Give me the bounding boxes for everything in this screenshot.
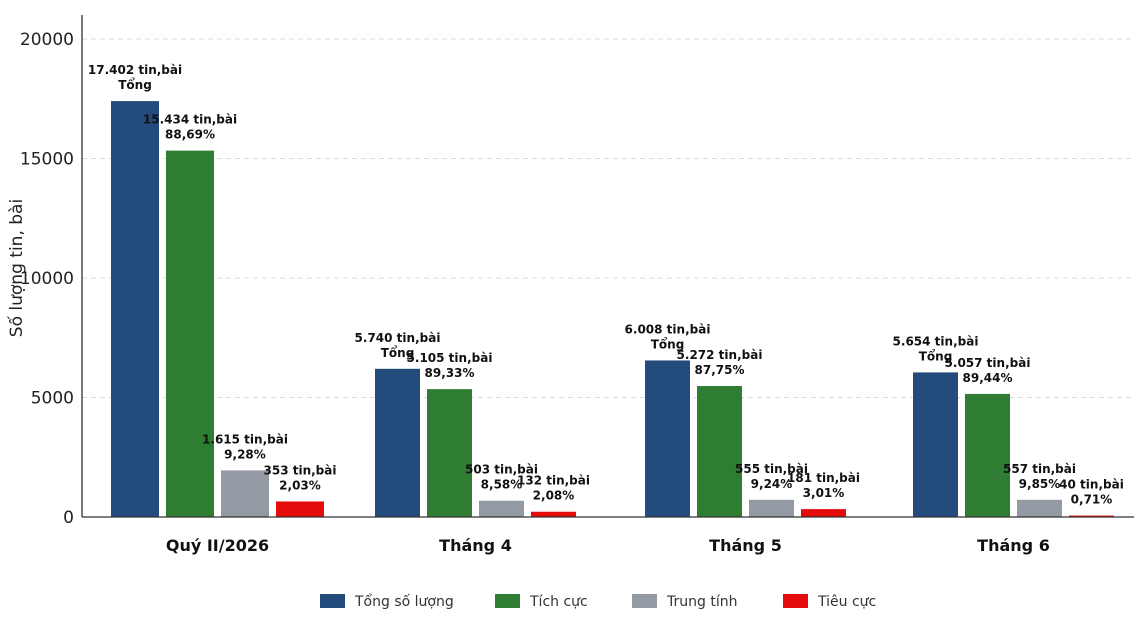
data-label: 9,85% — [1019, 477, 1061, 491]
legend-swatch — [320, 594, 345, 608]
data-label: 15.434 tin,bài — [143, 113, 237, 127]
data-label: 353 tin,bài — [264, 463, 337, 477]
data-label: 17.402 tin,bài — [88, 63, 182, 77]
bar-2-3 — [801, 509, 846, 517]
category-label: Tháng 6 — [977, 536, 1050, 555]
data-label: 89,33% — [425, 366, 475, 380]
data-label: 87,75% — [695, 363, 745, 377]
legend-swatch — [495, 594, 520, 608]
legend-label: Trung tính — [666, 594, 737, 610]
category-label: Tháng 5 — [709, 536, 782, 555]
bar-0-1 — [166, 150, 214, 517]
data-label: 181 tin,bài — [787, 471, 860, 485]
bar-3-0 — [913, 372, 958, 517]
y-tick-label: 15000 — [20, 150, 74, 170]
bar-0-2 — [221, 470, 269, 517]
data-label: 1.615 tin,bài — [202, 432, 288, 446]
category-label: Tháng 4 — [439, 536, 512, 555]
data-label: Tổng — [118, 77, 152, 92]
data-label: 88,69% — [165, 128, 215, 142]
data-label: 8,58% — [481, 478, 523, 492]
bar-3-3 — [1069, 515, 1114, 517]
legend-item: Tích cực — [495, 594, 588, 610]
data-label: 2,08% — [533, 489, 575, 503]
data-label: 9,24% — [751, 477, 793, 491]
data-label: 5.057 tin,bài — [945, 356, 1031, 370]
data-label: Tổng — [381, 345, 415, 360]
legend-item: Tổng số lượng — [320, 593, 454, 610]
data-label: 2,03% — [279, 478, 321, 492]
data-label: 132 tin,bài — [517, 474, 590, 488]
legend: Tổng số lượng Tích cực Trung tính Tiêu cực — [320, 593, 876, 610]
data-label: 5.105 tin,bài — [407, 351, 493, 365]
bars — [111, 101, 1114, 518]
bar-2-2 — [749, 499, 794, 517]
category-label: Quý II/2026 — [166, 536, 269, 555]
y-tick-label: 0 — [63, 508, 74, 528]
bar-3-2 — [1017, 499, 1062, 517]
y-tick-label: 20000 — [20, 30, 74, 50]
data-label: 503 tin,bài — [465, 463, 538, 477]
y-axis-label: Số lượng tin, bài — [6, 199, 27, 337]
legend-label: Tích cực — [529, 594, 588, 610]
data-label: 40 tin,bài — [1059, 478, 1124, 492]
data-label: 3,01% — [803, 486, 845, 500]
data-label: 5.740 tin,bài — [355, 331, 441, 345]
y-tick-label: 10000 — [20, 269, 74, 289]
legend-label: Tiêu cực — [817, 594, 876, 610]
data-label: 5.272 tin,bài — [677, 348, 763, 362]
bar-0-0 — [111, 101, 159, 518]
bar-2-0 — [645, 360, 690, 517]
data-label: 6.008 tin,bài — [625, 322, 711, 336]
data-label: Tổng — [919, 348, 953, 363]
data-label: 9,28% — [224, 447, 266, 461]
legend-label: Tổng số lượng — [354, 593, 454, 610]
data-label: 89,44% — [963, 371, 1013, 385]
bar-1-3 — [531, 511, 576, 517]
data-label: 555 tin,bài — [735, 462, 808, 476]
data-label: Tổng — [651, 336, 685, 351]
bar-1-0 — [375, 368, 420, 517]
data-label: 557 tin,bài — [1003, 462, 1076, 476]
bar-3-1 — [965, 393, 1010, 517]
category-labels: Quý II/2026 Tháng 4 Tháng 5 Tháng 6 — [166, 536, 1050, 555]
y-tick-label: 5000 — [31, 389, 74, 409]
data-label: 5.654 tin,bài — [893, 334, 979, 348]
legend-item: Tiêu cực — [783, 594, 876, 610]
bar-2-1 — [697, 386, 742, 517]
legend-swatch — [632, 594, 657, 608]
data-label: 0,71% — [1071, 493, 1113, 507]
legend-item: Trung tính — [632, 594, 737, 610]
legend-swatch — [783, 594, 808, 608]
bar-0-3 — [276, 501, 324, 517]
gridlines — [82, 38, 1134, 398]
bar-1-2 — [479, 500, 524, 517]
y-tick-labels: 0 5000 10000 15000 20000 — [20, 30, 74, 528]
bar-1-1 — [427, 389, 472, 517]
